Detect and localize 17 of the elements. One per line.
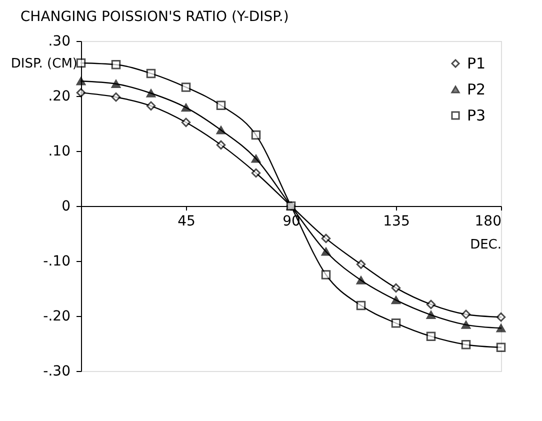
y-tick-label: -.10 — [43, 254, 70, 270]
chart-title: CHANGING POISSION'S RATIO (Y-DISP.) — [20, 9, 289, 25]
x-tick-label: 90 — [282, 214, 300, 230]
legend-label: P3 — [467, 106, 486, 124]
legend-label: P1 — [467, 54, 486, 72]
y-tick-label: -.20 — [43, 308, 70, 324]
y-tick-label: 0 — [62, 198, 70, 214]
y-tick-label: .20 — [48, 88, 70, 104]
legend-label: P2 — [467, 80, 486, 98]
x-axis-title: DEC. — [470, 238, 502, 252]
x-tick-label: 45 — [178, 214, 196, 230]
x-tick-label: 135 — [383, 214, 410, 230]
y-axis-title: DISP. (CM) — [10, 56, 78, 72]
y-tick-label: .30 — [48, 34, 70, 50]
y-tick-label: -.30 — [43, 364, 70, 380]
x-tick-label: 180 — [474, 214, 502, 230]
y-tick-label: .10 — [48, 144, 70, 160]
